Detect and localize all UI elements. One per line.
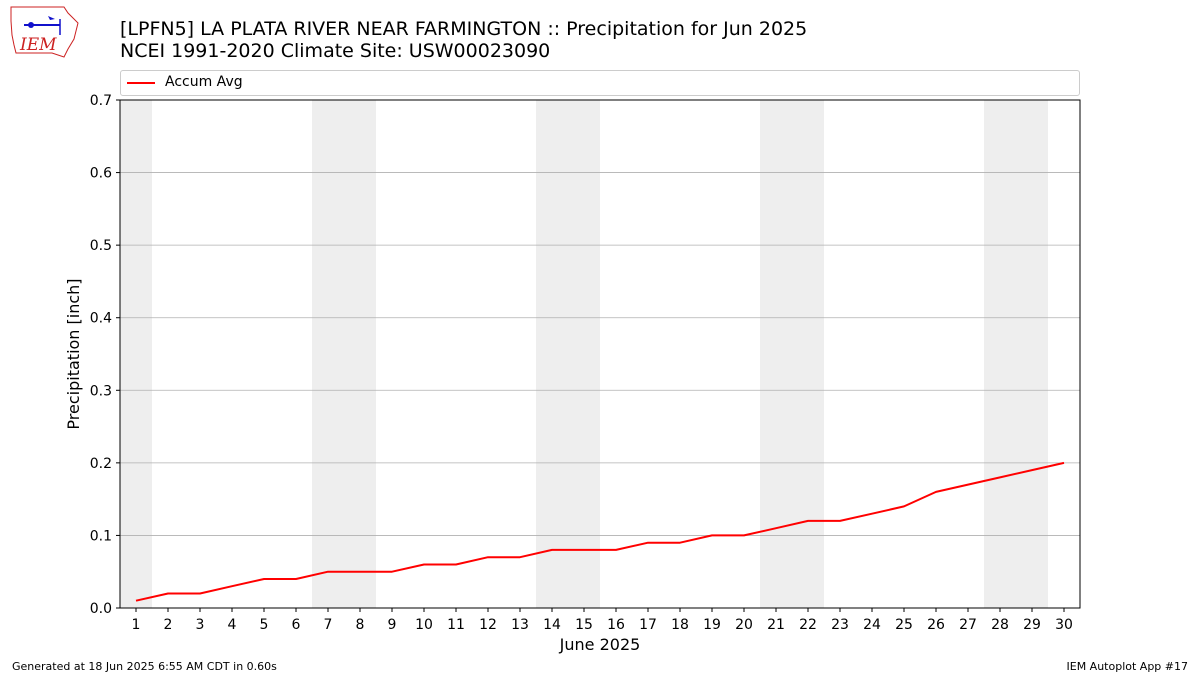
x-tick-label: 9 xyxy=(388,617,397,633)
x-tick-label: 17 xyxy=(639,617,657,633)
series-line-accum-avg xyxy=(135,461,1065,602)
x-axis-label: June 2025 xyxy=(559,635,641,654)
y-tick-label: 0.6 xyxy=(90,166,112,182)
x-tick-label: 10 xyxy=(415,617,433,633)
x-axis-ticks: 1 2 3 4 5 6 7 8 9 10 11 12 13 14 15 16 17 18 19 20 21 22 23 24 2… xyxy=(132,608,1073,633)
x-tick-label: 25 xyxy=(895,617,913,633)
chart-title: [LPFN5] LA PLATA RIVER NEAR FARMINGTON :… xyxy=(120,18,808,40)
legend-swatch-accum-avg xyxy=(127,82,155,84)
plot-frame xyxy=(119,99,1081,609)
y-tick-label: 0.2 xyxy=(90,456,112,472)
generated-timestamp: Generated at 18 Jun 2025 6:55 AM CDT in … xyxy=(12,660,277,673)
x-tick-label: 11 xyxy=(447,617,465,633)
x-tick-label: 1 xyxy=(132,617,141,633)
legend: Accum Avg xyxy=(120,70,1080,96)
x-tick-label: 3 xyxy=(196,617,205,633)
logo-text: IEM xyxy=(19,35,57,55)
x-tick-label: 28 xyxy=(991,617,1009,633)
weekend-band-28 xyxy=(984,100,1016,608)
series-layer xyxy=(135,461,1065,602)
y-tick-label: 0.7 xyxy=(90,93,112,109)
chart-subtitle: NCEI 1991-2020 Climate Site: USW00023090 xyxy=(120,40,551,62)
x-tick-label: 14 xyxy=(543,617,561,633)
y-axis-ticks: 0.0 0.1 0.2 0.3 0.4 0.5 0.6 0.7 xyxy=(90,93,120,617)
weekend-band-15 xyxy=(568,100,600,608)
x-tick-label: 6 xyxy=(292,617,301,633)
y-tick-label: 0.5 xyxy=(90,238,112,254)
weekend-bands xyxy=(120,100,1048,608)
x-tick-label: 23 xyxy=(831,617,849,633)
x-tick-label: 5 xyxy=(260,617,269,633)
x-tick-label: 26 xyxy=(927,617,945,633)
x-tick-label: 30 xyxy=(1055,617,1073,633)
x-tick-label: 20 xyxy=(735,617,753,633)
x-tick-label: 22 xyxy=(799,617,817,633)
x-tick-label: 13 xyxy=(511,617,529,633)
weekend-band-7 xyxy=(312,100,344,608)
weekend-band-8 xyxy=(344,100,376,608)
y-tick-label: 0.4 xyxy=(90,311,112,327)
x-tick-label: 7 xyxy=(324,617,333,633)
weekend-band-1 xyxy=(120,100,152,608)
weekend-band-14 xyxy=(536,100,568,608)
weekend-band-22 xyxy=(792,100,824,608)
weekend-band-29 xyxy=(1016,100,1048,608)
iowa-outline-icon xyxy=(10,6,79,58)
y-tick-label: 0.3 xyxy=(90,383,112,399)
y-tick-label: 0.1 xyxy=(90,528,112,544)
x-tick-label: 27 xyxy=(959,617,977,633)
x-tick-label: 12 xyxy=(479,617,497,633)
x-tick-label: 8 xyxy=(356,617,365,633)
x-tick-label: 2 xyxy=(164,617,173,633)
x-tick-label: 16 xyxy=(607,617,625,633)
x-tick-label: 19 xyxy=(703,617,721,633)
y-tick-label: 0.0 xyxy=(90,601,112,617)
x-tick-label: 24 xyxy=(863,617,881,633)
x-tick-label: 4 xyxy=(228,617,237,633)
legend-label-accum-avg: Accum Avg xyxy=(165,74,243,90)
y-axis-label: Precipitation [inch] xyxy=(64,278,83,429)
iem-logo: IEM xyxy=(10,6,79,58)
y-gridlines xyxy=(120,172,1080,536)
weekend-band-21 xyxy=(760,100,792,608)
app-credit: IEM Autoplot App #17 xyxy=(1066,660,1189,673)
x-tick-label: 21 xyxy=(767,617,785,633)
x-tick-label: 15 xyxy=(575,617,593,633)
x-tick-label: 18 xyxy=(671,617,689,633)
x-tick-label: 29 xyxy=(1023,617,1041,633)
